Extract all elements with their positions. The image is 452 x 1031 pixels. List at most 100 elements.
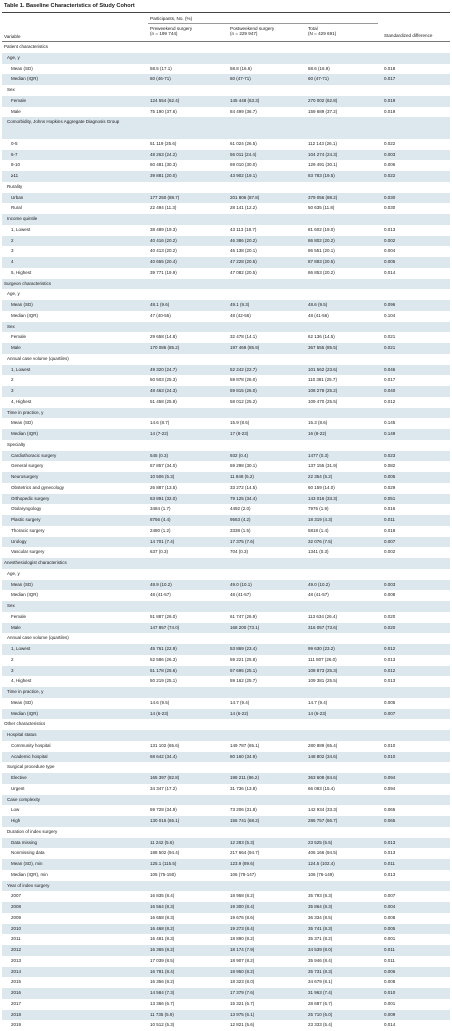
preweekend-cell: 40 413 (20.2) [150, 248, 177, 254]
preweekend-cell: 29 658 (14.8) [150, 334, 177, 340]
row-label: 2009 [11, 914, 22, 920]
row-label: Otolaryngology [11, 506, 42, 512]
table-row: 3 51 178 (25.6) 57 695 (25.1) 108 873 (25.3… [2, 665, 450, 677]
row-label: 2 [11, 656, 14, 662]
postweekend-cell: 48 (41-57) [230, 592, 251, 598]
postweekend-cell: 13 975 (6.1) [230, 1011, 255, 1017]
table-row: Plastic surgery 8756 (4.4) 9563 (4.2) 18 31… [2, 515, 450, 526]
total-cell: 86 551 (20.1) [308, 248, 335, 254]
postweekend-cell: 18 323 (8.0) [230, 979, 255, 985]
postweekend-cell: 28 141 (12.2) [230, 205, 257, 211]
postweekend-cell: 53 869 (23.4) [230, 646, 257, 651]
postweekend-cell: 14 (6-22) [230, 710, 249, 716]
total-cell: 363 608 (84.6) [308, 775, 338, 780]
row-label: Patient characteristics [4, 44, 49, 49]
total-cell: 14 (6-23) [308, 710, 327, 716]
preweekend-cell: 147 857 (74.0) [150, 624, 180, 630]
table-row: Median (IQR) 14 (6-23) 14 (6-22) 14 (6-23) 0… [2, 708, 450, 720]
table-row: 8-10 60 481 (30.3) 69 010 (30.0) 129 491 (3… [2, 160, 450, 171]
preweekend-cell: 14 584 (7.3) [150, 990, 175, 995]
table-row: Sex [2, 321, 450, 333]
table-row: 2013 17 039 (8.5) 18 907 (8.2) 35 946 (8.4)… [2, 956, 450, 967]
row-label: Mean (SD), min [11, 861, 43, 866]
row-label: Specialty [7, 441, 26, 447]
row-label: 2008 [11, 904, 22, 909]
row-label: 4, Highest [11, 398, 32, 404]
table-row: Other characteristics [2, 719, 450, 730]
row-label: 2014 [11, 968, 22, 974]
table-row: 3 48 463 (24.3) 59 815 (26.0) 108 278 (25.2… [2, 386, 450, 397]
preweekend-cell: 48 263 (24.2) [150, 151, 177, 157]
total-cell: 48 (41-57) [308, 592, 329, 598]
row-label: 3 [11, 248, 14, 254]
std-diff-cell: 0.094 [384, 785, 396, 791]
std-diff-cell: 0.005 [384, 925, 396, 931]
table-row: Rural 22 494 (11.3) 28 141 (12.2) 50 635 (1… [2, 203, 450, 214]
row-label: Median (IQR), min [11, 871, 48, 877]
top-rule [2, 12, 450, 13]
std-diff-cell: 0.011 [384, 861, 395, 866]
total-cell: 18 319 (4.3) [308, 517, 333, 522]
row-label: 2013 [11, 957, 22, 963]
total-cell: 137 155 (31.9) [308, 463, 338, 469]
postweekend-cell: 59 221 (25.8) [230, 656, 257, 662]
postweekend-cell: 56 011 (24.4) [230, 151, 257, 157]
row-label: 2018 [11, 1011, 22, 1017]
table-row: Time in practice, y [2, 687, 450, 698]
table-row: Mean (SD) 58.5 (17.1) 58.8 (16.6) 58.6 (16.… [2, 64, 450, 75]
col1-header-line1: Preweekend surgery [150, 26, 193, 31]
row-label: Income quintile [7, 216, 38, 221]
row-label: 6-7 [11, 151, 18, 157]
row-label: Female [11, 334, 27, 340]
table-row: Obstetrics and gynecology 26 887 (13.5) 33… [2, 483, 450, 494]
table-row: 2015 16 356 (8.2) 18 323 (8.0) 34 679 (8.1)… [2, 977, 450, 988]
total-cell: 35 864 (8.3) [308, 904, 333, 909]
row-label: Data missing [11, 839, 38, 845]
postweekend-cell: 18 950 (8.2) [230, 968, 255, 974]
total-cell: 148 802 (34.6) [308, 753, 338, 759]
preweekend-cell: 11 242 (5.6) [150, 839, 174, 845]
row-label: Low [11, 807, 20, 813]
row-label: Median (IQR) [11, 76, 39, 82]
postweekend-cell: 168 200 (73.1) [230, 624, 260, 630]
table-row: Anesthesiologist characteristics [2, 558, 450, 569]
preweekend-cell: 16 481 (8.3) [150, 936, 175, 942]
postweekend-cell: 197 469 (85.9) [230, 345, 260, 350]
total-cell: 106 (76-149) [308, 871, 334, 877]
total-cell: 99 630 (23.2) [308, 646, 335, 651]
table-row: 6-7 48 263 (24.2) 56 011 (24.4) 104 274 (24… [2, 149, 450, 161]
total-cell: 34 679 (8.1) [308, 979, 333, 985]
total-cell: 15.3 (8.6) [308, 420, 328, 426]
table-row: Cardiothoracic surgery 545 (0.3) 932 (0.4)… [2, 450, 450, 462]
table-row: Low 69 728 (34.9) 73 206 (31.8) 142 934 (33… [2, 805, 450, 816]
col1-header: Preweekend surgery (n = 199 744) [150, 26, 192, 36]
total-cell: 28 687 (6.7) [308, 1000, 333, 1006]
std-diff-cell: 0.018 [384, 527, 396, 533]
std-diff-cell: 0.008 [384, 979, 396, 985]
row-label: 3 [11, 388, 14, 393]
preweekend-cell: 188 502 (94.4) [150, 850, 180, 856]
row-label: Academic hospital [11, 753, 48, 759]
preweekend-cell: 48.1 (9.6) [150, 302, 170, 307]
table-row: Orthopedic surgery 63 891 (32.0) 79 125 (3… [2, 493, 450, 505]
preweekend-cell: 16 835 (8.4) [150, 893, 175, 899]
total-cell: 87 883 (20.5) [308, 259, 335, 264]
table-row: Comorbidity, Johns Hopkins Aggregate Dia… [2, 117, 450, 139]
row-label: Urology [11, 538, 27, 544]
preweekend-cell: 170 086 (85.2) [150, 345, 180, 350]
table-row: Male 75 190 (37.6) 84 499 (36.7) 159 689 (3… [2, 107, 450, 118]
preweekend-cell: 16 356 (8.2) [150, 979, 175, 985]
total-cell: 34 539 (8.0) [308, 947, 333, 952]
preweekend-cell: 125.1 (115.5) [150, 861, 177, 866]
std-diff-cell: 0.002 [384, 549, 396, 555]
table-row: Academic hospital 68 642 (34.4) 80 160 (34… [2, 751, 450, 763]
table-row: 2017 13 366 (6.7) 15 321 (6.7) 28 687 (6.7)… [2, 999, 450, 1010]
std-diff-cell: 0.004 [384, 248, 396, 254]
row-label: Median (IQR) [11, 312, 39, 318]
preweekend-cell: 40 416 (20.2) [150, 237, 177, 243]
row-label: Time in practice, y [7, 409, 44, 415]
total-cell: 86 802 (20.2) [308, 237, 335, 243]
std-diff-cell: 0.014 [384, 269, 396, 275]
row-label: ≥11 [11, 173, 19, 178]
total-cell: 1341 (0.3) [308, 549, 329, 555]
